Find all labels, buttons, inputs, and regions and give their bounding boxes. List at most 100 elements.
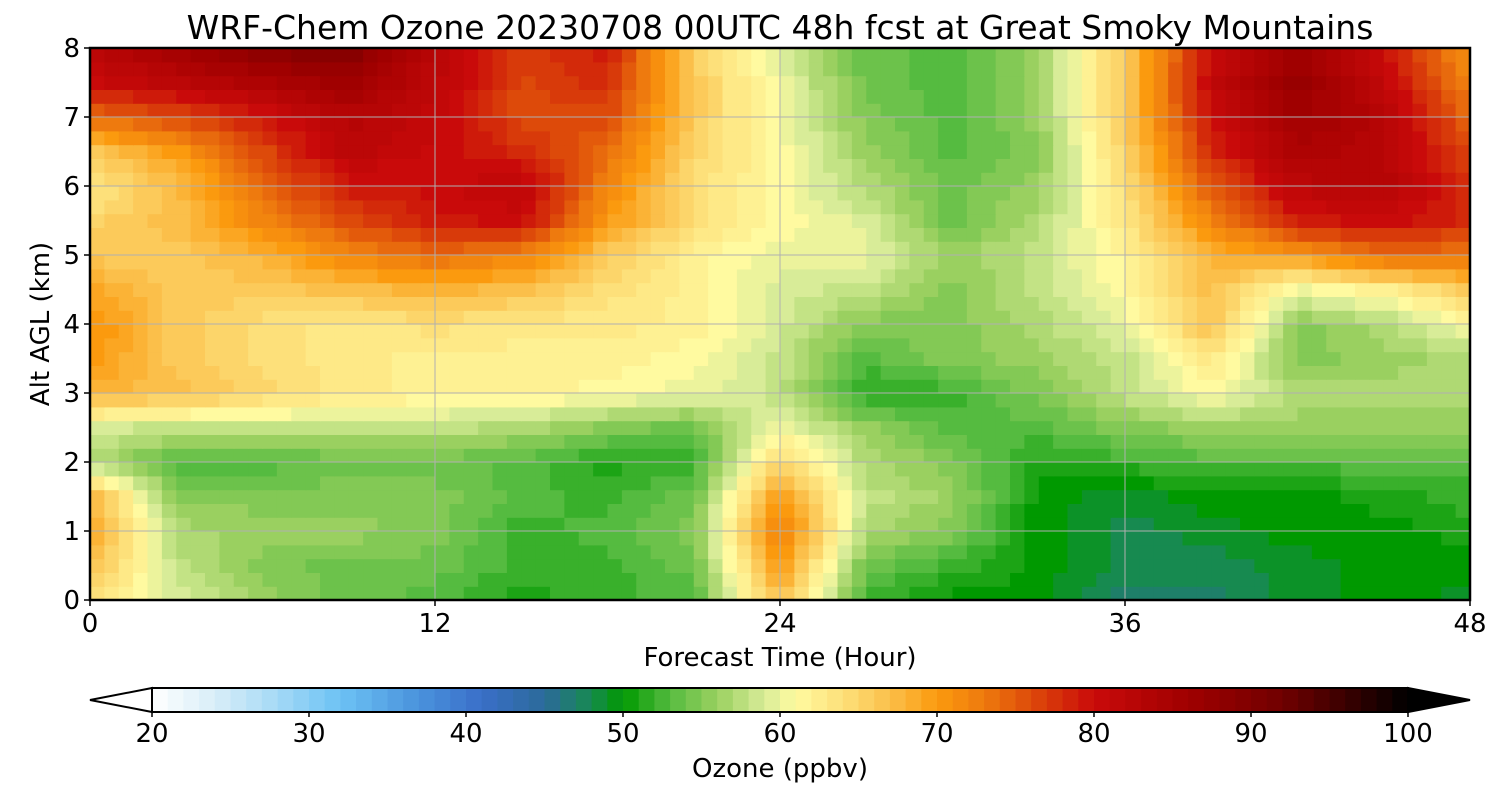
heatmap-cell — [1225, 130, 1241, 146]
heatmap-cell — [1153, 268, 1169, 284]
heatmap-cell — [1038, 310, 1054, 325]
heatmap-cell — [665, 117, 680, 132]
colorbar-label: Ozone (ppbv) — [692, 754, 868, 784]
colorbar-max-extension — [1407, 686, 1471, 714]
heatmap-cell — [1211, 558, 1227, 573]
heatmap-cell — [478, 420, 494, 435]
heatmap-cell — [233, 448, 249, 463]
heatmap-cell — [736, 558, 752, 573]
heatmap-cell — [1254, 310, 1270, 325]
heatmap-cell — [1311, 117, 1327, 132]
heatmap-cell — [693, 310, 709, 325]
heatmap-cell — [420, 268, 436, 284]
heatmap-cell — [578, 489, 594, 504]
heatmap-cell — [147, 130, 163, 146]
heatmap-cell — [1139, 558, 1155, 573]
heatmap-cell — [463, 296, 479, 311]
heatmap-cell — [751, 310, 767, 325]
heatmap-cell — [880, 89, 896, 104]
heatmap-cell — [1081, 489, 1097, 504]
heatmap-cell — [981, 75, 997, 90]
heatmap-cell — [938, 61, 954, 77]
heatmap-cell — [1211, 462, 1227, 477]
heatmap-cell — [248, 462, 264, 477]
heatmap-cell — [276, 434, 292, 449]
heatmap-cell — [1254, 61, 1270, 77]
heatmap-cell — [837, 572, 853, 587]
heatmap-cell — [1024, 227, 1040, 242]
heatmap-cell — [593, 572, 609, 587]
heatmap-cell — [751, 351, 767, 366]
heatmap-cell — [406, 130, 422, 146]
heatmap-cell — [521, 213, 537, 228]
heatmap-cell — [435, 268, 450, 284]
heatmap-cell — [334, 448, 350, 463]
heatmap-cell — [521, 586, 537, 601]
heatmap-cell — [276, 572, 292, 587]
heatmap-cell — [593, 406, 609, 422]
heatmap-cell — [1010, 393, 1025, 408]
heatmap-cell — [1326, 117, 1342, 132]
heatmap-cell — [377, 144, 393, 159]
heatmap-cell — [1426, 186, 1442, 201]
heatmap-cell — [1383, 475, 1399, 491]
heatmap-cell — [492, 324, 508, 339]
heatmap-cell — [1311, 158, 1327, 173]
heatmap-cell — [693, 158, 709, 173]
colorbar-segment — [387, 688, 404, 712]
heatmap-cell — [420, 199, 436, 215]
colorbar-segment — [968, 688, 985, 712]
heatmap-cell — [650, 434, 666, 449]
heatmap-cell — [1369, 558, 1385, 573]
heatmap-cell — [923, 89, 939, 104]
heatmap-cell — [133, 296, 149, 311]
heatmap-cell — [1340, 296, 1356, 311]
heatmap-cell — [118, 420, 134, 435]
heatmap-cell — [320, 517, 335, 532]
heatmap-cell — [880, 310, 896, 325]
heatmap-cell — [1196, 255, 1212, 270]
heatmap-cell — [1383, 282, 1399, 297]
heatmap-cell — [1297, 75, 1313, 90]
heatmap-cell — [938, 351, 954, 366]
heatmap-cell — [995, 186, 1011, 201]
heatmap-cell — [291, 310, 307, 325]
heatmap-cell — [348, 558, 364, 573]
heatmap-cell — [995, 324, 1011, 339]
heatmap-cell — [1426, 117, 1442, 132]
heatmap-cell — [161, 531, 177, 546]
heatmap-cell — [435, 558, 450, 573]
heatmap-cell — [1412, 130, 1428, 146]
heatmap-cell — [320, 130, 335, 146]
heatmap-cell — [1340, 586, 1356, 601]
heatmap-cell — [176, 420, 192, 435]
heatmap-cell — [808, 158, 824, 173]
heatmap-cell — [808, 572, 824, 587]
heatmap-cell — [679, 586, 695, 601]
heatmap-cell — [708, 186, 724, 201]
heatmap-cell — [550, 586, 565, 601]
heatmap-cell — [377, 89, 393, 104]
heatmap-cell — [1240, 531, 1255, 546]
heatmap-cell — [1096, 130, 1112, 146]
heatmap-cell — [1067, 296, 1083, 311]
heatmap-cell — [377, 351, 393, 366]
heatmap-cell — [952, 475, 968, 491]
heatmap-cell — [1240, 393, 1255, 408]
heatmap-cell — [420, 48, 436, 63]
heatmap-cell — [391, 420, 407, 435]
heatmap-cell — [233, 475, 249, 491]
heatmap-cell — [708, 144, 724, 159]
heatmap-cell — [492, 186, 508, 201]
heatmap-cell — [780, 186, 795, 201]
heatmap-cell — [923, 558, 939, 573]
heatmap-cell — [521, 255, 537, 270]
heatmap-cell — [1211, 572, 1227, 587]
colorbar-segment — [167, 688, 184, 712]
heatmap-cell — [348, 241, 364, 256]
heatmap-cell — [1196, 75, 1212, 90]
heatmap-cell — [118, 61, 134, 77]
heatmap-cell — [1326, 227, 1342, 242]
heatmap-cell — [593, 130, 609, 146]
heatmap-cell — [650, 255, 666, 270]
